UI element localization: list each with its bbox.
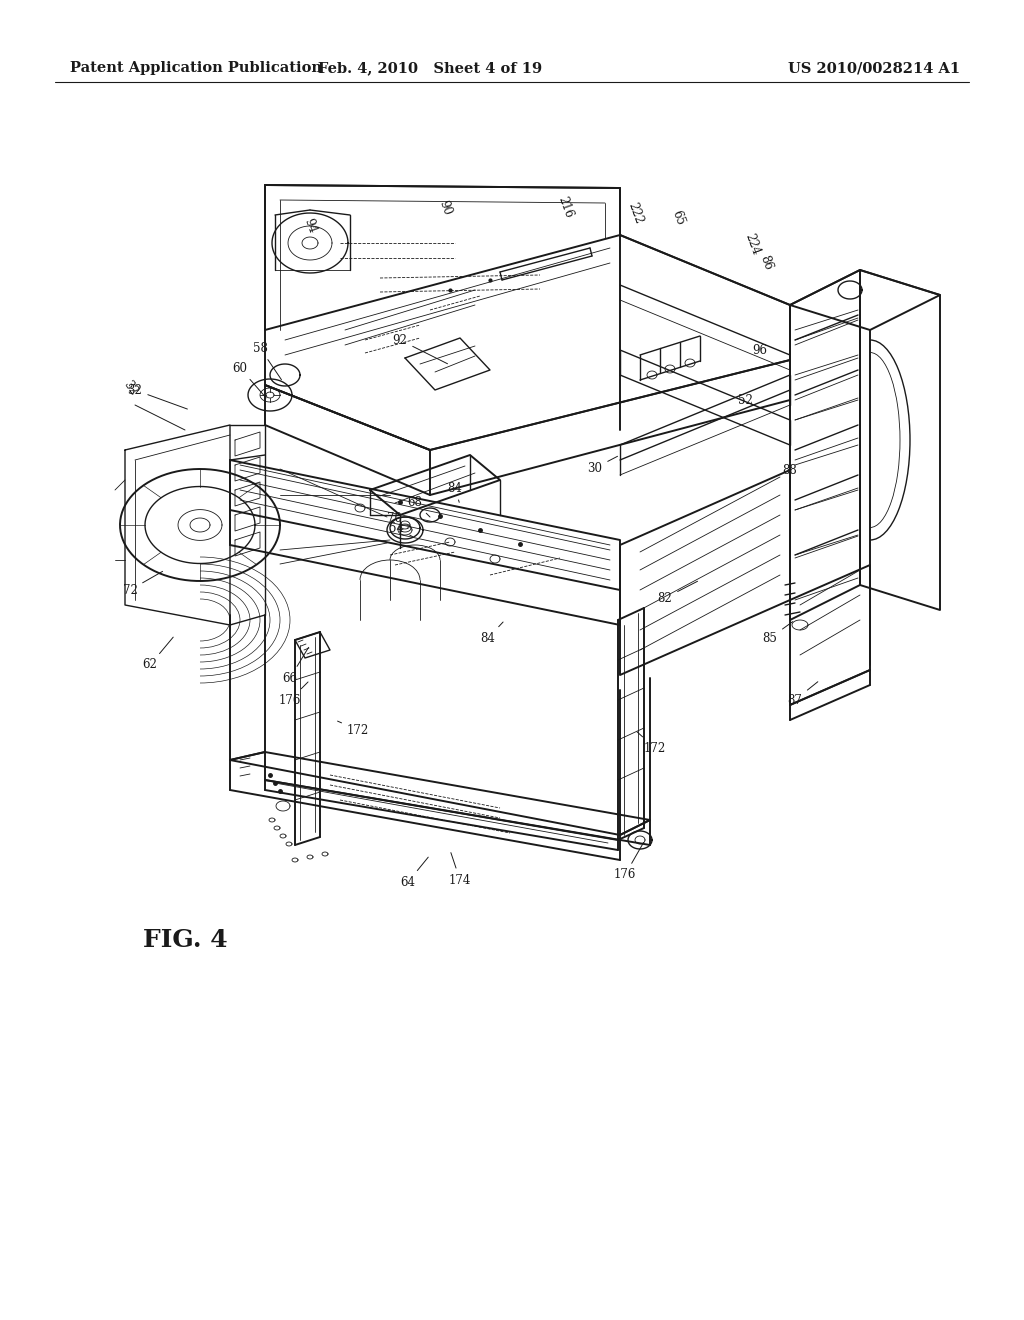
Text: Patent Application Publication: Patent Application Publication [70,61,322,75]
Text: 72: 72 [123,572,163,597]
Text: 96: 96 [753,343,768,356]
Text: 92: 92 [392,334,447,364]
Text: 172: 172 [338,721,369,737]
Text: US 2010/0028214 A1: US 2010/0028214 A1 [787,61,961,75]
Text: 30: 30 [588,457,617,474]
Text: 68: 68 [408,495,430,517]
Text: 90: 90 [436,199,454,218]
Text: 222: 222 [625,201,645,226]
Text: 52: 52 [737,393,753,407]
Text: 62: 62 [142,638,173,672]
Text: Feb. 4, 2010   Sheet 4 of 19: Feb. 4, 2010 Sheet 4 of 19 [317,61,542,75]
Text: 88: 88 [782,463,798,477]
Text: FIG. 4: FIG. 4 [142,928,227,952]
Text: 64: 64 [400,857,428,888]
Text: 60: 60 [232,362,266,397]
Text: 84: 84 [447,482,463,503]
Text: 82: 82 [657,581,697,605]
Text: 87: 87 [787,681,818,706]
Text: 224: 224 [742,231,762,256]
Text: 94: 94 [301,216,318,235]
Text: 32: 32 [128,384,187,409]
Text: 58: 58 [253,342,282,380]
Text: 54: 54 [389,521,413,537]
Text: 32: 32 [121,378,139,397]
Text: 174: 174 [449,853,471,887]
Text: 176: 176 [613,842,644,882]
Text: 66: 66 [283,647,308,685]
Text: 84: 84 [480,622,503,644]
Text: 172: 172 [637,731,667,755]
Text: 65: 65 [670,209,687,227]
Text: 216: 216 [555,194,574,219]
Text: 85: 85 [763,622,793,644]
Text: 70: 70 [387,511,408,528]
Text: 176: 176 [279,682,308,706]
Text: 86: 86 [758,253,774,272]
